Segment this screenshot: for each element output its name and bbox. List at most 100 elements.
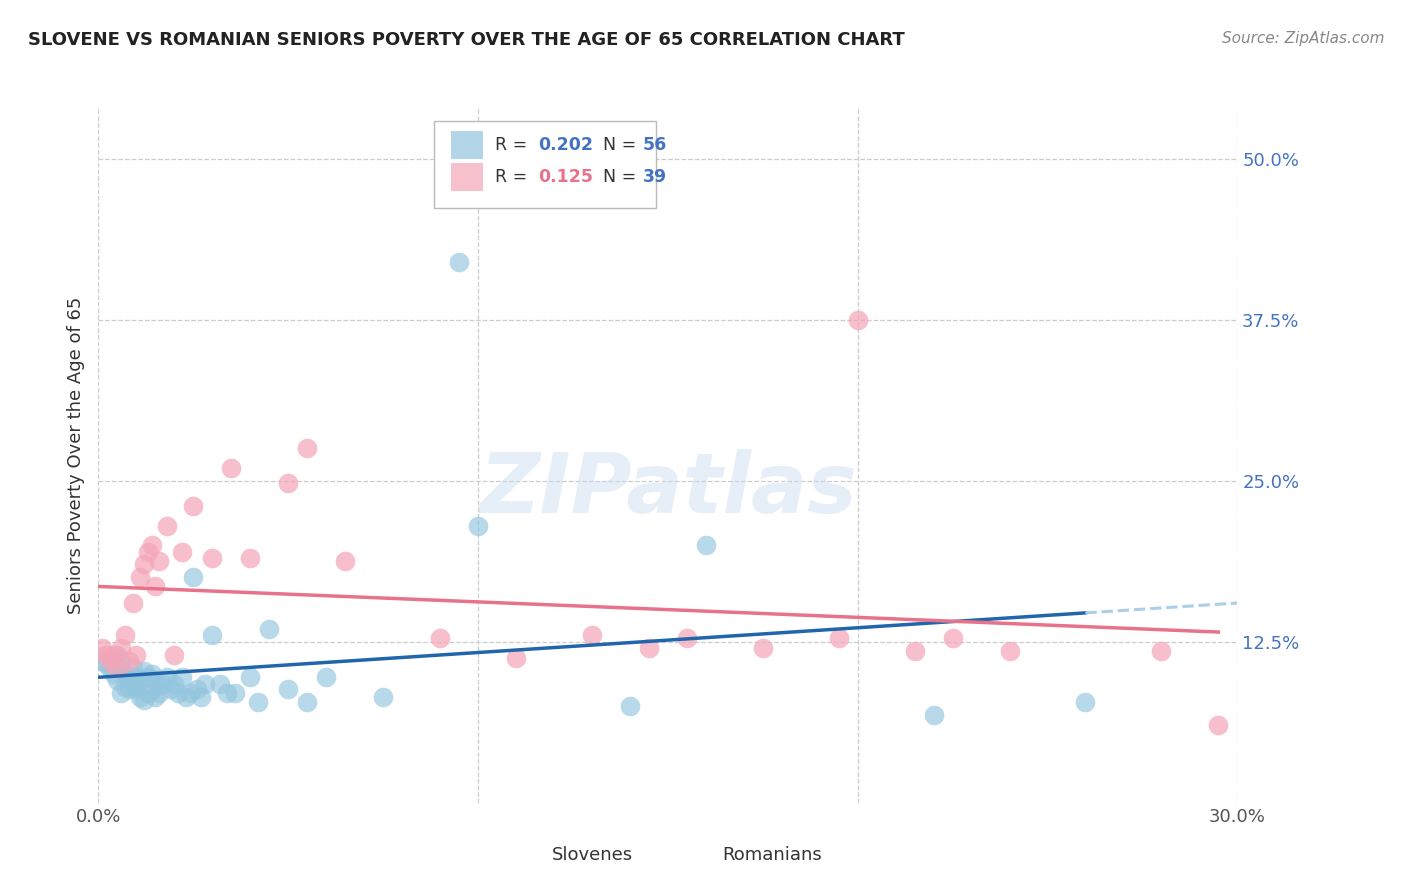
Point [103,648,125,662]
Point [141,667,163,681]
Point [449,254,471,268]
Point [107,660,129,674]
Point [136,544,159,558]
Point [619,699,641,714]
Point [136,686,159,700]
Point [828,631,851,645]
Point [170,544,193,558]
Point [246,695,269,709]
Point [467,518,489,533]
Point [239,669,262,683]
Bar [451,131,484,159]
Point [429,631,451,645]
Point [163,677,186,691]
Point [638,641,661,656]
Point [132,692,155,706]
Y-axis label: Seniors Poverty Over the Age of 65: Seniors Poverty Over the Age of 65 [66,296,84,614]
Text: N =: N = [592,136,641,154]
Point [846,312,869,326]
Point [277,476,299,491]
Point [183,570,205,584]
Point [174,690,197,705]
Point [156,669,179,683]
Point [297,442,319,456]
Point [91,654,114,668]
Point [183,500,205,514]
Text: Slovenes: Slovenes [551,846,633,864]
Point [132,558,155,572]
Point [156,518,179,533]
Point [505,651,527,665]
Point [103,667,125,681]
Point [1208,718,1230,732]
Point [904,644,927,658]
Bar [451,162,484,191]
Text: Romanians: Romanians [723,846,823,864]
Point [297,695,319,709]
Point [221,460,243,475]
Point [91,641,114,656]
Bar [671,844,716,866]
Point [145,673,167,688]
Text: 0.125: 0.125 [538,168,593,186]
Point [752,641,775,656]
Text: SLOVENE VS ROMANIAN SENIORS POVERTY OVER THE AGE OF 65 CORRELATION CHART: SLOVENE VS ROMANIAN SENIORS POVERTY OVER… [28,31,905,49]
Point [141,538,163,552]
Point [170,669,193,683]
FancyBboxPatch shape [434,121,657,208]
Point [107,673,129,688]
Point [942,631,965,645]
Point [132,665,155,679]
Point [1150,644,1173,658]
Point [136,669,159,683]
Text: ZIPatlas: ZIPatlas [479,450,856,530]
Point [125,682,148,697]
Point [371,690,394,705]
Point [141,682,163,697]
Point [114,667,136,681]
Point [922,708,945,723]
Point [121,596,143,610]
Point [125,669,148,683]
Point [98,654,121,668]
Point [94,648,117,662]
Point [118,682,141,697]
Point [186,682,208,697]
Text: 39: 39 [643,168,666,186]
Point [676,631,699,645]
Point [110,641,132,656]
Point [335,553,357,567]
Point [148,686,170,700]
Point [167,686,190,700]
Point [114,628,136,642]
Point [998,644,1021,658]
Point [201,551,224,566]
Point [217,686,239,700]
Point [1074,695,1097,709]
Text: N =: N = [592,168,641,186]
Point [110,686,132,700]
Point [208,677,231,691]
Text: R =: R = [495,136,533,154]
Point [152,677,174,691]
Point [201,628,224,642]
Point [194,677,217,691]
Point [224,686,246,700]
Text: 0.202: 0.202 [538,136,593,154]
Point [121,660,143,674]
Point [107,648,129,662]
Point [121,677,143,691]
Point [695,538,717,552]
Point [315,669,337,683]
Point [581,628,603,642]
Point [114,680,136,694]
Point [98,660,121,674]
Point [125,648,148,662]
Point [145,690,167,705]
Point [118,673,141,688]
Point [163,648,186,662]
Point [259,622,281,636]
Point [145,579,167,593]
Point [118,654,141,668]
Point [148,553,170,567]
